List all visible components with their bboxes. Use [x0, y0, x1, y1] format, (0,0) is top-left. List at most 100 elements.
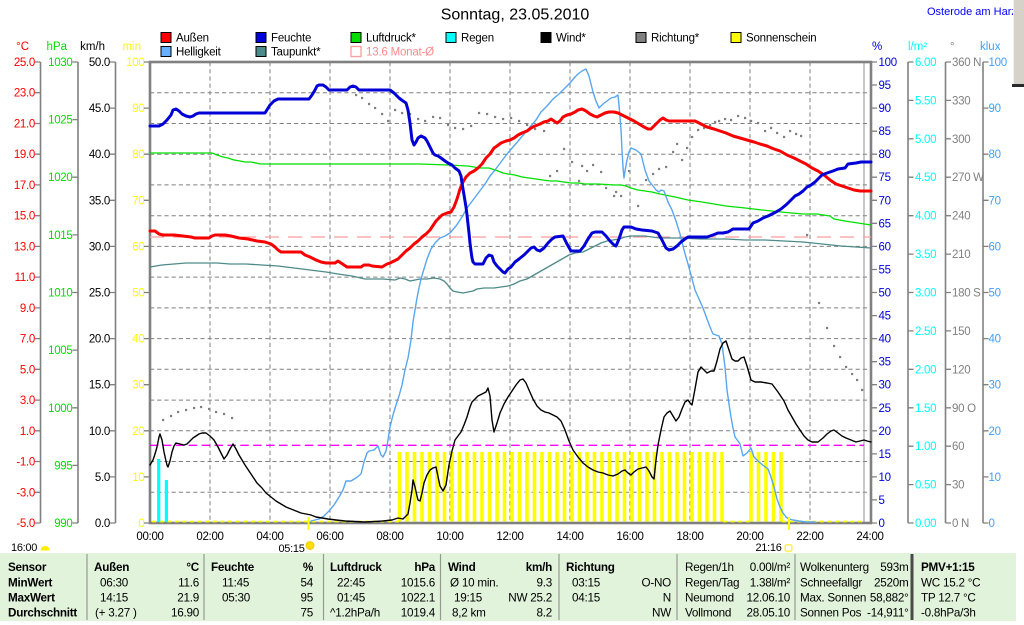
svg-text:Luftdruck: Luftdruck [330, 561, 382, 574]
svg-text:5.50: 5.50 [915, 95, 936, 107]
svg-text:5.0: 5.0 [20, 364, 35, 376]
svg-text:25.0: 25.0 [89, 288, 110, 300]
svg-text:90: 90 [989, 103, 1001, 115]
svg-text:24:00: 24:00 [856, 531, 883, 543]
svg-text:-0.8hPa/3h: -0.8hPa/3h [921, 607, 976, 620]
svg-text:Richtung*: Richtung* [651, 33, 700, 45]
svg-text:65: 65 [879, 218, 891, 230]
svg-text:14:15: 14:15 [100, 592, 129, 605]
svg-text:100: 100 [879, 57, 897, 69]
svg-text:16:00: 16:00 [616, 531, 643, 543]
svg-text:30.0: 30.0 [89, 241, 110, 253]
svg-text:Außen: Außen [94, 561, 129, 574]
svg-text:1025: 1025 [48, 115, 72, 127]
svg-text:TP 12.7 °C: TP 12.7 °C [921, 592, 976, 605]
svg-text:Feuchte: Feuchte [271, 33, 311, 45]
svg-text:21.9: 21.9 [177, 592, 199, 605]
svg-text:1015.6: 1015.6 [401, 577, 435, 590]
svg-text:8.2: 8.2 [537, 607, 553, 620]
svg-text:1005: 1005 [48, 345, 72, 357]
svg-text:5.0: 5.0 [95, 472, 110, 484]
svg-text:Sonnenschein: Sonnenschein [746, 33, 817, 45]
svg-text:20: 20 [879, 426, 891, 438]
svg-text:20: 20 [132, 426, 144, 438]
svg-text:06:30: 06:30 [100, 577, 129, 590]
svg-text:25.0: 25.0 [14, 57, 35, 69]
svg-text:30: 30 [879, 380, 891, 392]
svg-text:1000: 1000 [48, 403, 72, 415]
svg-text:WC 15.2 °C: WC 15.2 °C [921, 577, 980, 590]
svg-text:-3.0: -3.0 [16, 487, 35, 499]
svg-text:19.0: 19.0 [14, 149, 35, 161]
svg-text:-14,911°: -14,911° [867, 607, 908, 620]
svg-text:11.0: 11.0 [15, 272, 35, 284]
svg-text:0: 0 [138, 518, 144, 530]
svg-text:120: 120 [952, 364, 970, 376]
svg-text:40: 40 [879, 334, 891, 346]
svg-text:10:00: 10:00 [436, 531, 463, 543]
svg-text:(+ 3.27 ): (+ 3.27 ) [95, 607, 137, 620]
svg-text:06:00: 06:00 [316, 531, 343, 543]
svg-text:60: 60 [879, 241, 891, 253]
svg-text:Wind*: Wind* [556, 33, 586, 45]
svg-text:%: % [872, 41, 882, 53]
svg-text:4.50: 4.50 [915, 172, 936, 184]
svg-text:22:00: 22:00 [796, 531, 823, 543]
svg-text:100: 100 [989, 57, 1007, 69]
svg-text:Luftdruck*: Luftdruck* [366, 33, 417, 45]
svg-text:50: 50 [132, 288, 144, 300]
svg-text:00:00: 00:00 [136, 531, 163, 543]
svg-text:°C: °C [16, 41, 29, 53]
svg-text:70: 70 [879, 195, 891, 207]
svg-text:hPa: hPa [414, 561, 435, 574]
svg-text:5.00: 5.00 [915, 134, 936, 146]
svg-text:19:15: 19:15 [454, 592, 483, 605]
svg-text:180 S: 180 S [952, 288, 981, 300]
svg-text:1010: 1010 [48, 288, 72, 300]
svg-text:990: 990 [54, 518, 72, 530]
svg-text:995: 995 [54, 460, 72, 472]
svg-text:MaxWert: MaxWert [8, 592, 55, 605]
svg-text:Wolkenunterg: Wolkenunterg [800, 561, 869, 574]
svg-text:Sonntag, 23.05.2010: Sonntag, 23.05.2010 [441, 7, 590, 24]
svg-text:330: 330 [952, 95, 970, 107]
svg-text:hPa: hPa [47, 41, 68, 53]
svg-text:100: 100 [126, 57, 144, 69]
svg-text:Vollmond: Vollmond [685, 607, 731, 620]
svg-text:75: 75 [300, 607, 313, 620]
svg-text:PMV+1:15: PMV+1:15 [921, 561, 975, 574]
svg-text:16:00: 16:00 [11, 542, 37, 554]
svg-text:10: 10 [989, 472, 1001, 484]
svg-text:1.38l/m²: 1.38l/m² [750, 577, 791, 590]
svg-text:13.6 Monat-Ø: 13.6 Monat-Ø [366, 47, 434, 59]
svg-text:6.00: 6.00 [915, 57, 936, 69]
svg-text:°: ° [950, 41, 955, 53]
svg-text:9.3: 9.3 [537, 577, 553, 590]
svg-text:5: 5 [879, 495, 885, 507]
svg-text:80: 80 [989, 149, 1001, 161]
svg-text:04:15: 04:15 [572, 592, 601, 605]
svg-text:150: 150 [952, 326, 970, 338]
svg-text:2520m: 2520m [874, 577, 909, 590]
svg-text:min: min [122, 41, 141, 53]
svg-text:20:00: 20:00 [736, 531, 763, 543]
svg-text:1.50: 1.50 [915, 403, 936, 415]
svg-text:1020: 1020 [48, 172, 72, 184]
svg-text:7.0: 7.0 [20, 334, 35, 346]
svg-text:35.0: 35.0 [89, 195, 110, 207]
svg-text:28.05.10: 28.05.10 [747, 607, 791, 620]
svg-text:1022.1: 1022.1 [401, 592, 435, 605]
svg-text:300: 300 [952, 134, 970, 146]
svg-text:70: 70 [132, 195, 144, 207]
svg-text:1019.4: 1019.4 [401, 607, 436, 620]
svg-text:0: 0 [989, 518, 995, 530]
svg-text:15: 15 [879, 449, 891, 461]
svg-text:14:00: 14:00 [556, 531, 583, 543]
svg-text:Regen: Regen [461, 33, 494, 45]
svg-text:05:30: 05:30 [222, 592, 251, 605]
svg-text:Außen: Außen [176, 33, 209, 45]
svg-text:60: 60 [989, 241, 1001, 253]
svg-text:270 W: 270 W [952, 172, 984, 184]
svg-text:12:00: 12:00 [496, 531, 523, 543]
svg-text:05:15: 05:15 [278, 543, 304, 555]
